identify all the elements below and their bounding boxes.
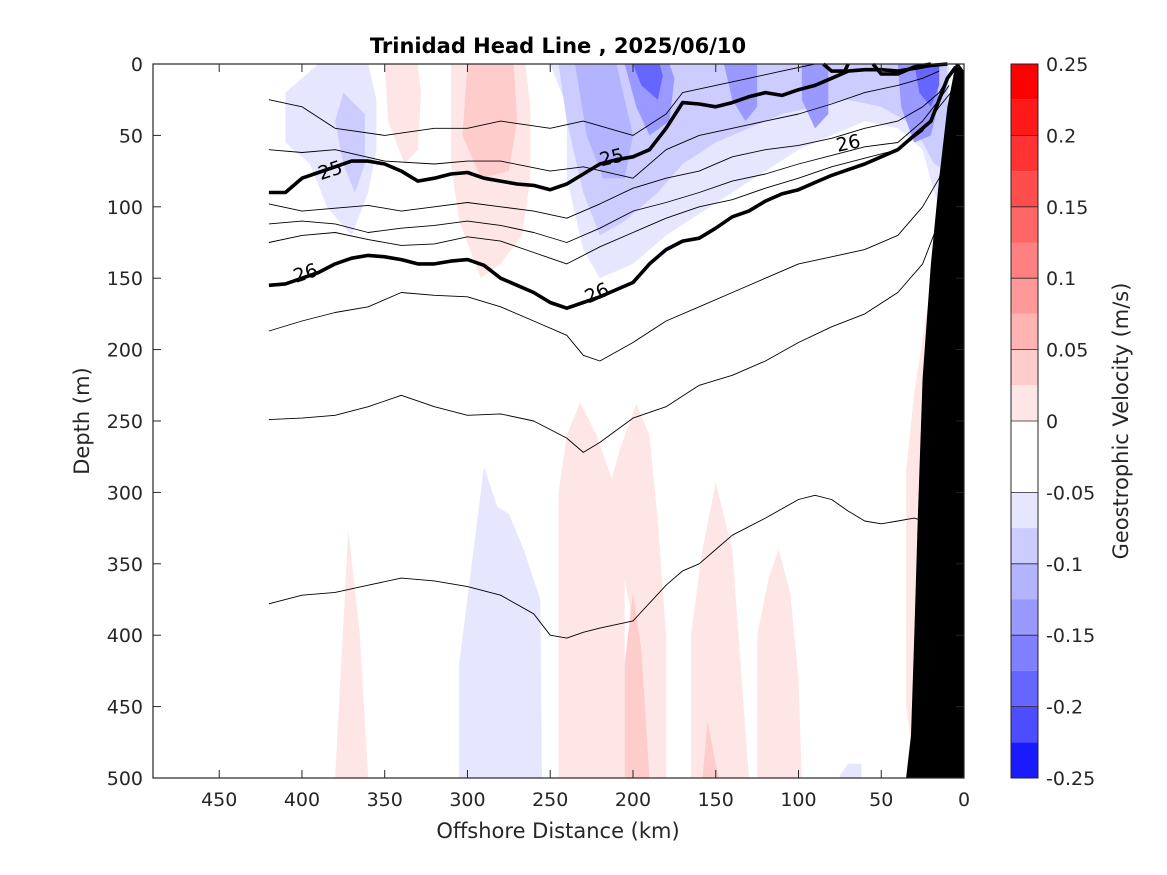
colorbar-level-5 xyxy=(1011,242,1038,279)
velocity-region-18 xyxy=(624,592,650,778)
velocity-region-2 xyxy=(384,64,422,164)
isopycnal-6 xyxy=(268,85,950,243)
colorbar-tick-label: 0.2 xyxy=(1046,125,1076,147)
velocity-region-16 xyxy=(558,402,625,778)
colorbar-tick-label: 0.05 xyxy=(1046,340,1088,362)
velocity-region-15 xyxy=(459,466,542,778)
velocity-region-1 xyxy=(335,92,365,193)
y-tick-label: 100 xyxy=(107,197,143,219)
x-tick-label: 400 xyxy=(284,789,320,811)
x-axis-label: Offshore Distance (km) xyxy=(436,819,679,843)
y-tick-label: 250 xyxy=(107,411,143,433)
colorbar-level-0 xyxy=(1011,64,1038,100)
colorbar-tick-label: 0 xyxy=(1046,411,1058,433)
colorbar-tick-label: 0.25 xyxy=(1046,54,1088,76)
colorbar-tick-label: -0.1 xyxy=(1046,554,1083,576)
colorbar-level-1 xyxy=(1011,99,1038,136)
isopycnal-bold-8 xyxy=(268,65,958,311)
velocity-region-4 xyxy=(462,64,518,179)
isopycnal-label-text: 26 xyxy=(834,130,862,157)
y-tick-label: 50 xyxy=(119,125,143,147)
isopycnal-1 xyxy=(268,70,940,179)
velocity-region-9 xyxy=(633,64,663,100)
x-axis-ticks: 450 400 350 300 250 200 150 100 50 0 xyxy=(201,64,970,811)
velocity-region-21 xyxy=(702,720,719,778)
colorbar-level-15 xyxy=(1011,599,1038,636)
y-tick-label: 0 xyxy=(131,54,143,76)
colorbar-tick-label: 0.1 xyxy=(1046,268,1076,290)
colorbar-level-8 xyxy=(1011,349,1038,386)
bathymetry-shelf xyxy=(906,64,964,778)
x-tick-label: 250 xyxy=(532,789,568,811)
x-tick-label: 450 xyxy=(201,789,237,811)
velocity-region-17 xyxy=(608,403,667,778)
isopycnal-9 xyxy=(268,135,952,362)
x-tick-label: 350 xyxy=(367,789,403,811)
velocity-region-7 xyxy=(575,64,633,179)
isopycnal-bold-4 xyxy=(871,62,932,76)
colorbar-level-9 xyxy=(1011,385,1038,421)
colorbar-level-17 xyxy=(1011,670,1038,707)
colorbar-label: Geostrophic Velocity (m/s) xyxy=(1109,283,1133,560)
isopycnal-lines xyxy=(268,62,958,639)
isopycnal-bold-3 xyxy=(822,62,850,73)
y-tick-label: 150 xyxy=(107,268,143,290)
colorbar-level-18 xyxy=(1011,706,1038,743)
y-tick-label: 450 xyxy=(107,697,143,719)
colorbar-level-19 xyxy=(1011,742,1038,778)
isopycnal-bold-2 xyxy=(268,62,948,195)
colorbar-level-14 xyxy=(1011,563,1038,600)
colorbar-level-13 xyxy=(1011,528,1038,564)
colorbar-level-4 xyxy=(1011,206,1038,243)
x-tick-label: 300 xyxy=(449,789,485,811)
x-tick-label: 150 xyxy=(698,789,734,811)
colorbar-ticks: 0.25 0.2 0.15 0.1 0.05 0 -0.05 -0.1 -0.15 -0.2 -0.… xyxy=(1011,54,1095,790)
colorbar-level-7 xyxy=(1011,313,1038,350)
isopycnal-5 xyxy=(268,78,948,219)
colorbar-tick-label: -0.25 xyxy=(1046,768,1095,790)
colorbar-tick-label: -0.15 xyxy=(1046,625,1095,647)
chart-title: Trinidad Head Line , 2025/06/10 xyxy=(370,34,746,58)
x-tick-label: 50 xyxy=(869,789,893,811)
velocity-region-13 xyxy=(914,64,940,107)
colorbar-swatches xyxy=(1011,64,1038,778)
colorbar-level-10 xyxy=(1011,421,1038,457)
velocity-region-14 xyxy=(335,529,369,778)
y-axis-label: Depth (m) xyxy=(70,367,94,474)
colorbar-level-6 xyxy=(1011,278,1038,314)
colorbar-level-16 xyxy=(1011,635,1038,671)
colorbar: 0.25 0.2 0.15 0.1 0.05 0 -0.05 -0.1 -0.15 -0.2 -0.… xyxy=(1010,54,1095,790)
y-axis-ticks: 0 50 100 150 200 250 300 350 400 450 500 xyxy=(107,54,964,790)
colorbar-tick-label: -0.2 xyxy=(1046,697,1083,719)
isopycnal-0 xyxy=(268,63,816,136)
y-tick-label: 500 xyxy=(107,768,143,790)
isopycnal-label-4: 26 xyxy=(834,130,862,157)
colorbar-tick-label: 0.15 xyxy=(1046,197,1088,219)
x-tick-label: 0 xyxy=(958,789,970,811)
velocity-region-11 xyxy=(801,64,829,129)
velocity-region-8 xyxy=(624,64,675,136)
colorbar-level-3 xyxy=(1011,171,1038,207)
colorbar-level-2 xyxy=(1011,135,1038,172)
colorbar-level-12 xyxy=(1011,492,1038,529)
velocity-contour-fills xyxy=(285,64,950,778)
velocity-region-24 xyxy=(500,763,521,778)
x-tick-label: 200 xyxy=(615,789,651,811)
isopycnal-7 xyxy=(268,92,952,265)
x-tick-label: 100 xyxy=(780,789,816,811)
velocity-region-19 xyxy=(690,482,749,778)
y-tick-label: 300 xyxy=(107,482,143,504)
isopycnal-10 xyxy=(268,170,952,453)
colorbar-level-11 xyxy=(1011,456,1038,493)
y-tick-label: 200 xyxy=(107,340,143,362)
isopycnal-11 xyxy=(268,494,951,639)
velocity-region-23 xyxy=(839,763,862,778)
y-tick-label: 350 xyxy=(107,554,143,576)
velocity-region-20 xyxy=(757,549,802,778)
y-tick-label: 400 xyxy=(107,625,143,647)
colorbar-tick-label: -0.05 xyxy=(1046,482,1095,504)
